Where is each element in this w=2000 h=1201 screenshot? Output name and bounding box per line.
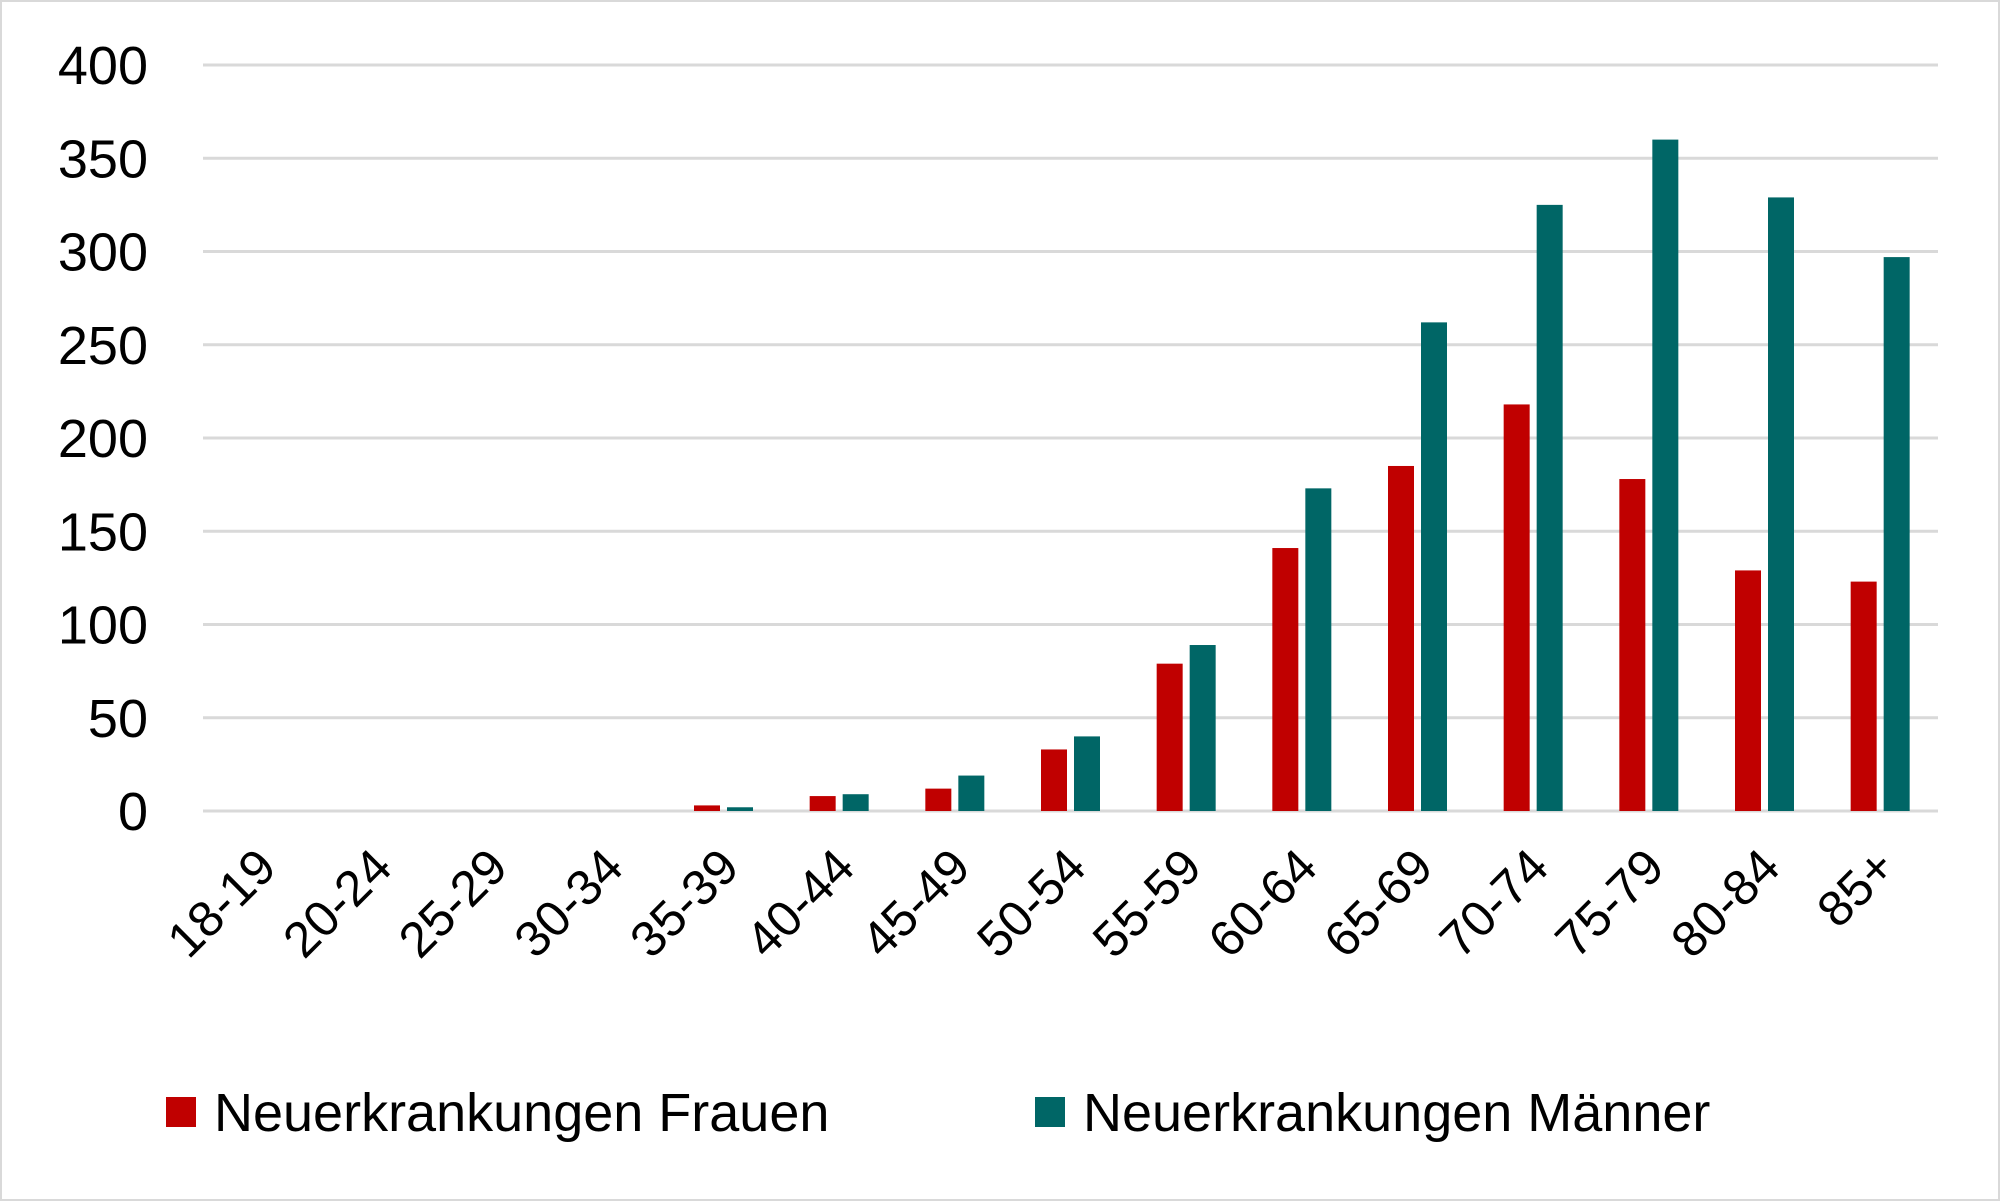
y-tick-label: 50 bbox=[88, 689, 148, 749]
bar-maenner-65-69 bbox=[1421, 322, 1447, 811]
y-axis-ticks: 0 50 100 150 200 250 300 350 400 bbox=[58, 36, 148, 842]
y-tick-label: 0 bbox=[118, 782, 148, 842]
x-tick-label: 50-54 bbox=[966, 838, 1096, 968]
bar-maenner-35-39 bbox=[727, 807, 753, 811]
bar-maenner-45-49 bbox=[958, 775, 985, 811]
x-tick-label: 65-69 bbox=[1313, 838, 1443, 968]
x-tick-label: 20-24 bbox=[272, 838, 402, 968]
bar-maenner-50-54 bbox=[1074, 736, 1100, 811]
legend: Neuerkrankungen Frauen Neuerkrankungen M… bbox=[166, 1083, 1710, 1143]
bar-frauen-60-64 bbox=[1272, 548, 1299, 811]
x-tick-label: 45-49 bbox=[851, 838, 981, 968]
bar-frauen-85+ bbox=[1850, 581, 1877, 811]
x-tick-label: 35-39 bbox=[619, 838, 749, 968]
gridlines bbox=[203, 63, 1938, 813]
bars bbox=[694, 139, 1910, 812]
x-axis-ticks: 18-1920-2425-2930-3435-3940-4445-4950-54… bbox=[157, 838, 1906, 968]
bar-maenner-85+ bbox=[1883, 257, 1910, 812]
y-tick-label: 350 bbox=[58, 129, 148, 189]
bar-frauen-45-49 bbox=[925, 788, 952, 811]
y-tick-label: 300 bbox=[58, 223, 148, 283]
y-tick-label: 100 bbox=[58, 596, 148, 656]
x-tick-label: 18-19 bbox=[157, 838, 287, 968]
x-tick-label: 25-29 bbox=[388, 838, 518, 968]
bar-maenner-75-79 bbox=[1652, 139, 1679, 812]
y-tick-label: 250 bbox=[58, 316, 148, 376]
bar-frauen-35-39 bbox=[694, 805, 720, 811]
legend-swatch-frauen bbox=[166, 1097, 196, 1127]
bar-frauen-50-54 bbox=[1041, 749, 1067, 811]
x-tick-label: 70-74 bbox=[1429, 838, 1559, 968]
x-tick-label: 75-79 bbox=[1545, 838, 1675, 968]
legend-label-maenner: Neuerkrankungen Männer bbox=[1083, 1083, 1710, 1143]
bar-maenner-60-64 bbox=[1305, 488, 1332, 811]
bar-frauen-40-44 bbox=[809, 796, 836, 811]
bar-maenner-70-74 bbox=[1536, 204, 1563, 811]
bar-maenner-80-84 bbox=[1768, 197, 1794, 812]
bar-frauen-75-79 bbox=[1619, 479, 1646, 811]
x-tick-label: 30-34 bbox=[504, 838, 634, 968]
bar-frauen-80-84 bbox=[1735, 570, 1761, 811]
y-tick-label: 200 bbox=[58, 409, 148, 469]
y-tick-label: 150 bbox=[58, 502, 148, 562]
legend-swatch-maenner bbox=[1035, 1097, 1065, 1127]
x-tick-label: 55-59 bbox=[1082, 838, 1212, 968]
bar-maenner-55-59 bbox=[1189, 645, 1216, 811]
bar-frauen-55-59 bbox=[1156, 663, 1183, 811]
legend-label-frauen: Neuerkrankungen Frauen bbox=[214, 1083, 829, 1143]
bar-maenner-40-44 bbox=[842, 794, 869, 811]
x-tick-label: 85+ bbox=[1806, 838, 1906, 938]
x-tick-label: 60-64 bbox=[1198, 838, 1328, 968]
bar-frauen-70-74 bbox=[1503, 404, 1530, 811]
x-tick-label: 40-44 bbox=[735, 838, 865, 968]
x-tick-label: 80-84 bbox=[1660, 838, 1790, 968]
y-tick-label: 400 bbox=[58, 36, 148, 96]
bar-frauen-65-69 bbox=[1388, 465, 1414, 811]
